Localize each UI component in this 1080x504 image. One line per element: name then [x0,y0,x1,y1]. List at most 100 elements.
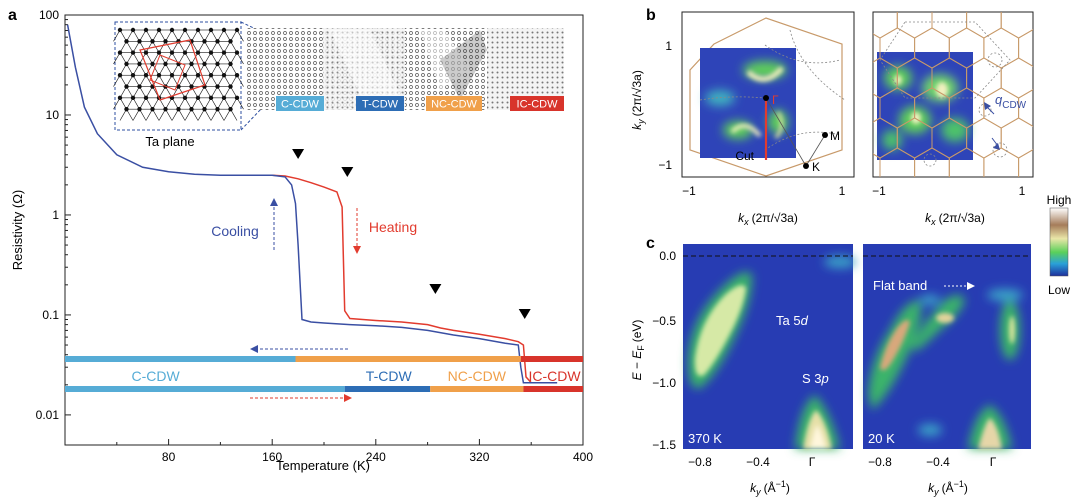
phase-boxes: C-CDW T-CDW NC-CDW IC-CDW [276,96,564,111]
svg-text:−1: −1 [682,184,696,198]
svg-text:1: 1 [665,39,672,53]
ta-bond [126,109,134,121]
x-axis-label: Temperature (K) [276,458,370,473]
ta-bond [165,109,173,121]
svg-text:−0.8: −0.8 [868,455,892,469]
ta-bond [113,29,121,42]
heating-phase-segment [523,386,583,392]
ta-bond [236,29,244,42]
phase-box-c-cdw: C-CDW [281,99,319,111]
gamma-point-label: Γ [772,93,779,107]
ta-bond [230,109,238,121]
panel-c-yticks: 0.0 −0.5 −1.0 −1.5 [652,249,676,452]
cooling-curve [66,24,558,384]
y-tick-label: 100 [39,8,59,22]
cooling-phase-segment [520,356,583,362]
colorbar-low-label: Low [1048,283,1070,297]
y-tick-label: 1 [52,208,59,222]
ta-bond [113,97,121,110]
svg-text:−0.8: −0.8 [688,455,712,469]
transition-markers [292,149,531,319]
ta-bond [191,109,199,121]
phase-bar-label: IC-CDW [528,368,581,384]
y-tick-label: 10 [46,108,60,122]
phase-box-t-cdw: T-CDW [362,99,399,111]
cooling-phase-segment [295,356,521,362]
transition-marker [292,149,305,159]
right-temperature-label: 20 K [868,431,895,446]
panel-c-xticks: −0.8 −0.4 Γ −0.8 −0.4 Γ [688,455,997,469]
svg-text:−1.0: −1.0 [652,376,676,390]
heating-arrow-head [353,246,361,254]
phase-bars [65,356,583,392]
ta-bond [210,109,218,121]
ta-bond [113,52,121,65]
flat-band-arrow [967,282,975,290]
svg-text:1: 1 [1019,184,1026,198]
panel-c-right-map [863,244,1031,449]
brillouin-zone-hex [845,0,880,8]
ta-bond [139,109,147,121]
brillouin-zone-hex [880,0,915,8]
ta-bond [119,109,127,121]
left-temperature-label: 370 K [688,431,722,446]
svg-text:−0.4: −0.4 [926,455,950,469]
y-tick-label: 0.01 [36,408,60,422]
phase-box-nc-cdw: NC-CDW [431,99,477,111]
panel-c-left-map [683,244,856,449]
svg-text:−1: −1 [872,184,886,198]
ta-bond [204,109,212,121]
panel-c-xlabel-left: ky (Å−1) [750,479,790,497]
panel-b-xlabel-right: kx (2π/√3a) [925,211,985,227]
brillouin-zone-hex [914,147,950,177]
ta-bond [132,109,140,121]
ta5d-label: Ta 5d [776,313,809,328]
colorbar-high-label: High [1047,193,1072,207]
svg-text:−1.5: −1.5 [652,438,676,452]
ta-plane-label: Ta plane [145,134,194,149]
panel-b-ticks: 1 −1 −1 1 −1 1 [658,39,1025,198]
svg-text:Γ: Γ [990,455,997,469]
x-tick-label: 160 [262,450,282,464]
panel-a-letter: a [8,7,17,24]
heating-curve [272,174,558,384]
brillouin-zone-hex [879,147,916,177]
heating-phase-segment [344,386,431,392]
panel-c-xlabel-right: ky (Å−1) [928,479,968,497]
y-tick-label: 0.1 [42,308,59,322]
cooling-phase-segment [65,356,296,362]
s3p-label: S 3p [802,371,829,386]
phase-bar-labels: C-CDW T-CDW NC-CDW IC-CDW [132,368,582,384]
brillouin-zone-hex [983,147,1020,177]
brillouin-zone-hex [915,0,950,8]
transition-marker [429,284,442,294]
brillouin-zone-hex [948,147,985,177]
ta-bond [197,109,205,121]
panel-b-right [845,0,1034,178]
phase-bar-label: NC-CDW [448,368,507,384]
svg-text:1: 1 [839,184,846,198]
phase-box-ic-cdw: IC-CDW [517,99,559,111]
x-tick-label: 80 [162,450,176,464]
svg-text:−1: −1 [658,158,672,172]
ta-bond [217,109,225,121]
ta-bond [113,75,121,87]
x-tick-label: 240 [366,450,386,464]
ta-bond [171,109,179,121]
ta-bond [178,109,186,121]
k-point-label: K [812,160,820,174]
colorbar [1049,207,1069,277]
ta-bond [152,109,160,121]
ta-bond [223,109,231,121]
ta-plane-inset [113,21,263,131]
heating-label: Heating [369,219,417,235]
brillouin-zone-hex [949,0,984,8]
flat-band-label: Flat band [873,278,927,293]
m-point-label: M [830,129,840,143]
transition-marker [341,167,354,177]
ta-bond [236,52,244,65]
svg-text:−0.4: −0.4 [746,455,770,469]
ta-bond [236,97,244,110]
heating-phase-segment [65,386,345,392]
y-axis-label: Resistivity (Ω) [10,190,25,271]
